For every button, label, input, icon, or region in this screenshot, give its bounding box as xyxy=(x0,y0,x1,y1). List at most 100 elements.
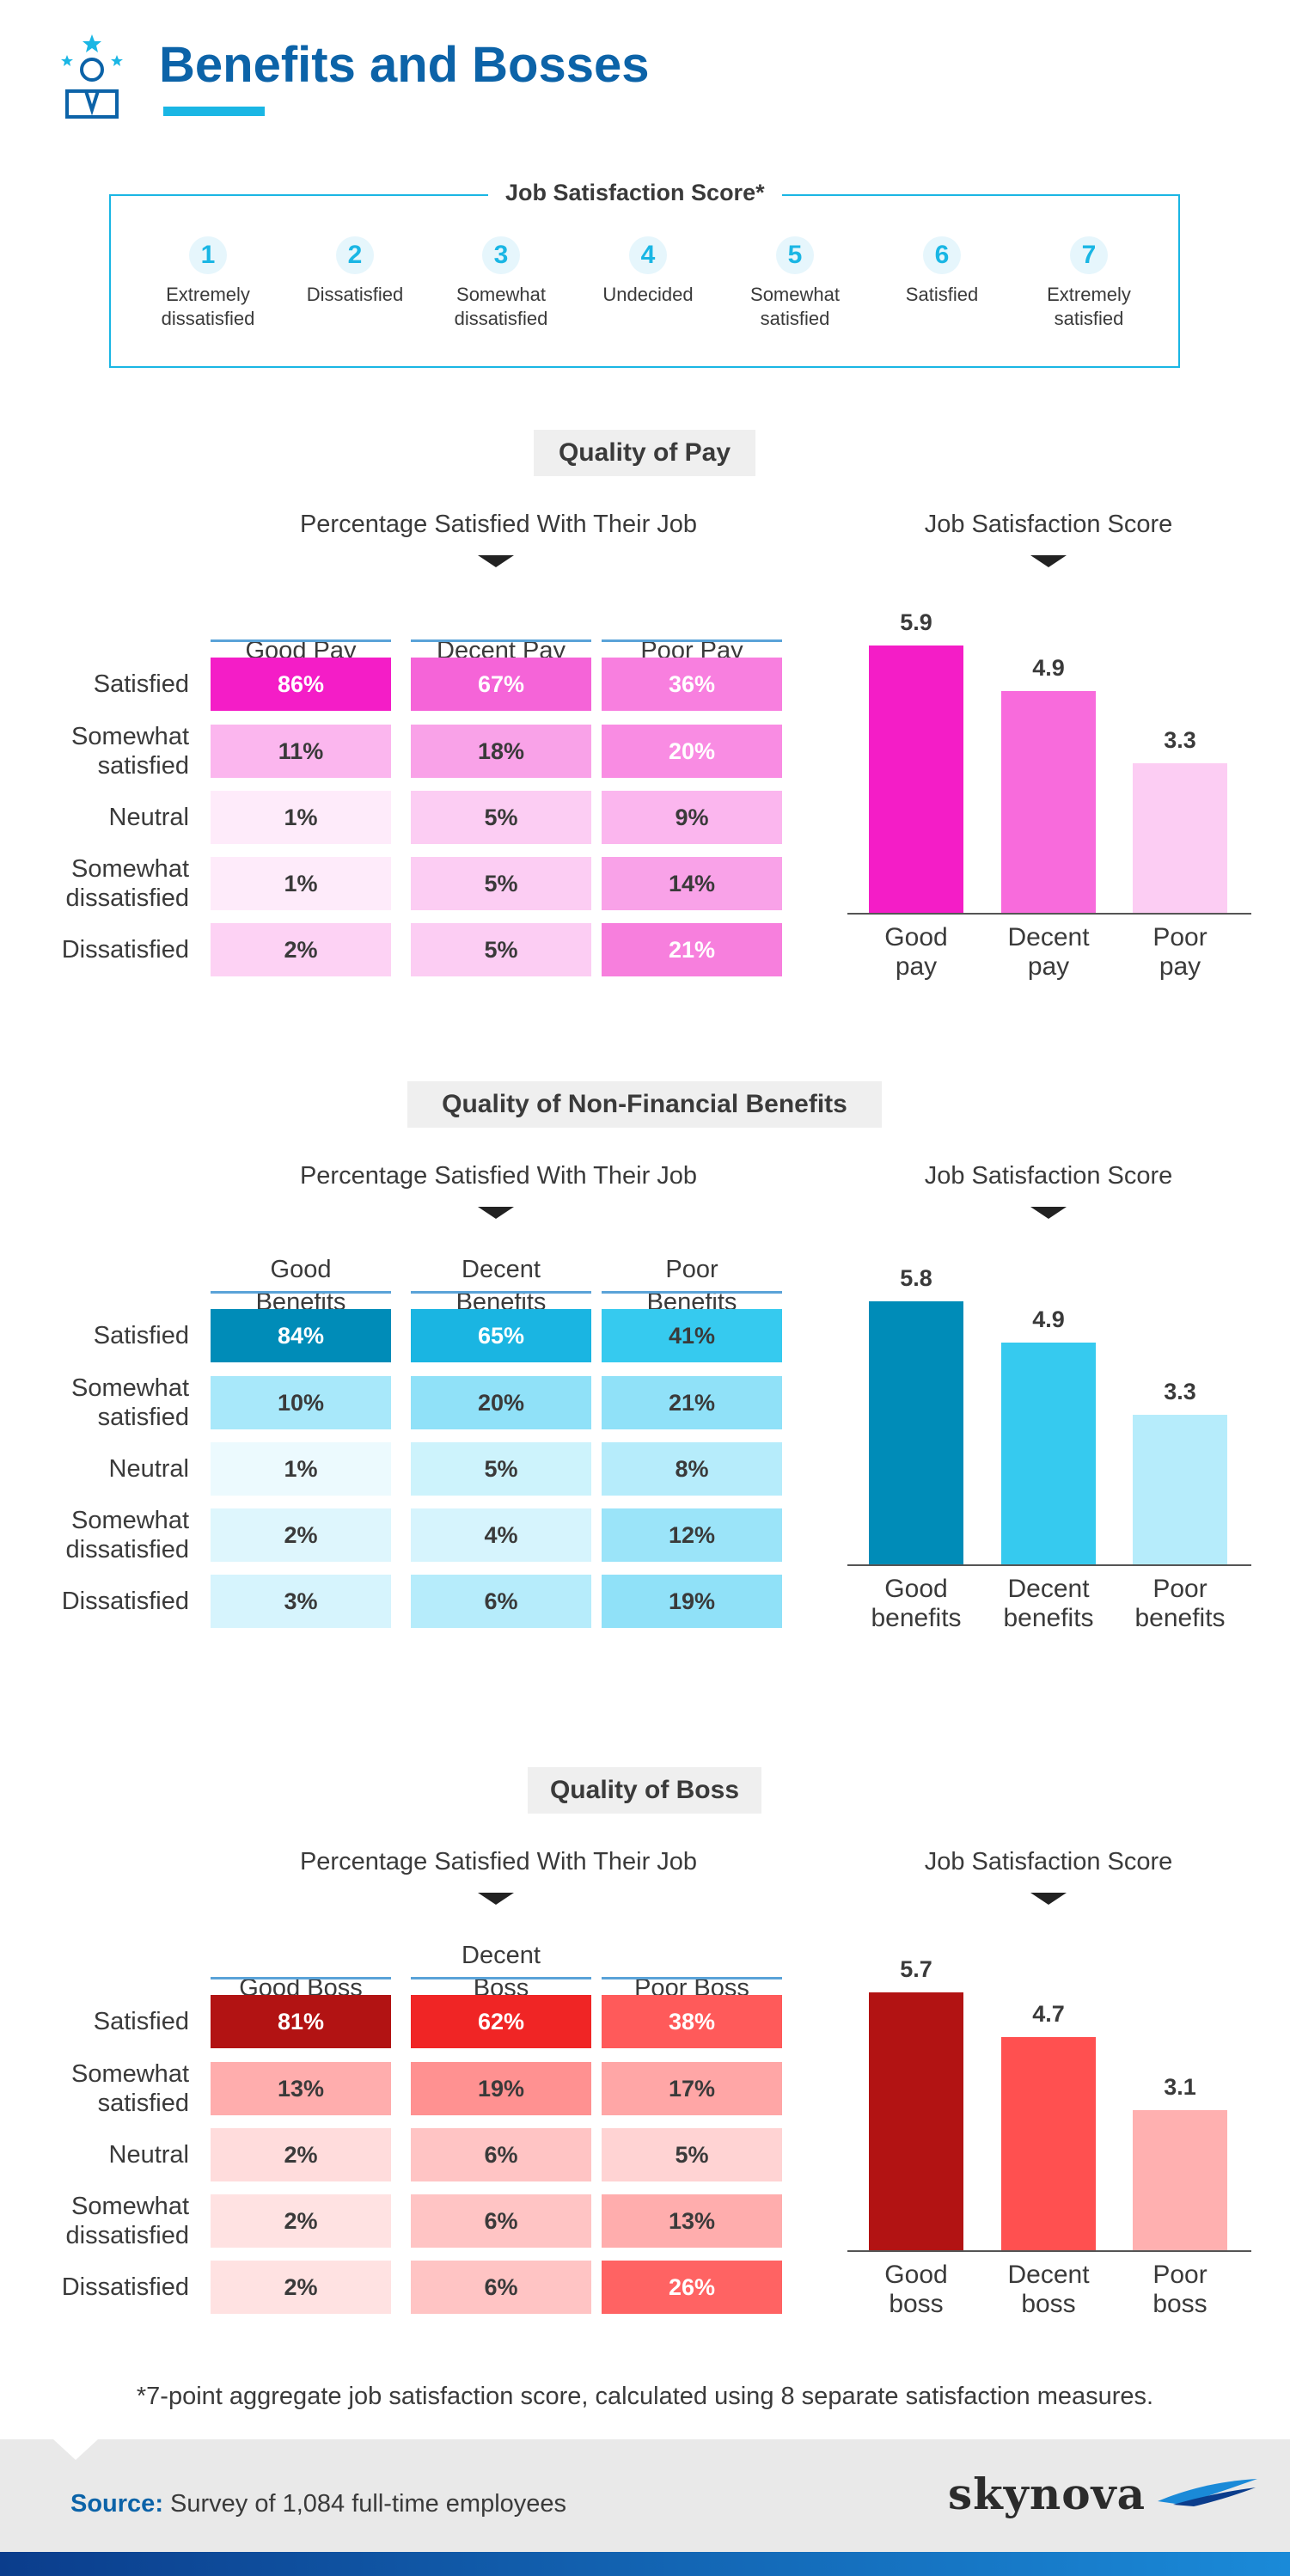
source-line: Source: Survey of 1,084 full-time employ… xyxy=(70,2490,566,2518)
row-label-text: Somewhat satisfied xyxy=(70,1374,189,1431)
bar-category-text: Decent boss xyxy=(1007,2261,1090,2318)
row-label-text: Neutral xyxy=(108,2141,190,2169)
scale-item: 7 Extremely satisfied xyxy=(1016,236,1162,331)
down-arrow-icon xyxy=(1030,555,1067,567)
bar-value-label: 5.7 xyxy=(900,1955,932,1982)
row-label: Satisfied xyxy=(0,1301,189,1370)
table-cell: 5% xyxy=(411,1442,591,1496)
chart-baseline xyxy=(847,2250,1251,2252)
footnote: *7-point aggregate job satisfaction scor… xyxy=(136,2383,1154,2410)
bar-value-label: 5.8 xyxy=(900,1265,932,1292)
table-cell: 67% xyxy=(411,658,591,711)
table-cell: 20% xyxy=(411,1376,591,1429)
bar xyxy=(1001,690,1096,913)
bar-chart-title: Job Satisfaction Score xyxy=(924,511,1173,538)
row-label: Dissatisfied xyxy=(0,2253,189,2322)
row-label: Neutral xyxy=(0,2120,190,2189)
table-cell: 62% xyxy=(411,1995,591,2048)
scale-item: 6 Satisfied xyxy=(869,236,1015,307)
bar-value-label: 4.9 xyxy=(1032,654,1065,681)
table-cell: 21% xyxy=(602,1376,782,1429)
bar-category-text: Decent pay xyxy=(1007,923,1090,981)
down-arrow-icon xyxy=(478,1207,514,1219)
row-label-text: Neutral xyxy=(108,1455,190,1483)
source-text: Survey of 1,084 full-time employees xyxy=(162,2490,567,2518)
bar-category-label: Decent benefits xyxy=(988,1575,1109,1633)
scale-number: 3 xyxy=(482,236,520,274)
bar xyxy=(1001,1342,1096,1564)
row-label: Somewhat satisfied xyxy=(0,1368,189,1437)
scale-label: Extremely dissatisfied xyxy=(161,284,255,329)
bar-category-text: Poor pay xyxy=(1152,923,1207,981)
table-cell: 84% xyxy=(211,1309,391,1362)
title-underline xyxy=(163,107,265,116)
column-underline xyxy=(602,639,782,642)
bar-category-label: Good boss xyxy=(856,2261,976,2319)
table-cell: 26% xyxy=(602,2261,782,2314)
row-label: Somewhat satisfied xyxy=(0,2054,189,2123)
table-cell: 13% xyxy=(211,2062,391,2115)
row-label-text: Satisfied xyxy=(93,1322,189,1349)
table-cell: 14% xyxy=(602,857,782,910)
column-underline xyxy=(602,1291,782,1294)
table-cell: 6% xyxy=(411,2261,591,2314)
bar xyxy=(1001,2037,1096,2250)
bar xyxy=(869,1301,963,1564)
chart-baseline xyxy=(847,913,1251,915)
table-cell: 12% xyxy=(602,1508,782,1562)
row-label-text: Dissatisfied xyxy=(61,936,189,964)
bar-category-label: Decent pay xyxy=(988,923,1109,982)
bar-category-label: Poor boss xyxy=(1120,2261,1240,2319)
bar-category-label: Poor pay xyxy=(1120,923,1240,982)
row-label-text: Dissatisfied xyxy=(61,2273,189,2301)
table-cell: 19% xyxy=(411,2062,591,2115)
bar-category-text: Good benefits xyxy=(871,1575,962,1632)
table-cell: 6% xyxy=(411,1575,591,1628)
bar xyxy=(869,646,963,913)
down-arrow-icon xyxy=(478,1893,514,1905)
down-arrow-icon xyxy=(478,555,514,567)
table-cell: 1% xyxy=(211,1442,391,1496)
bar xyxy=(1133,763,1227,913)
table-cell: 19% xyxy=(602,1575,782,1628)
bar-category-text: Poor benefits xyxy=(1134,1575,1226,1632)
row-label: Neutral xyxy=(0,1435,190,1503)
column-underline xyxy=(211,639,391,642)
scale-item: 1 Extremely dissatisfied xyxy=(135,236,281,331)
section-title: Quality of Pay xyxy=(534,430,755,476)
scale-item: 4 Undecided xyxy=(575,236,721,307)
row-label: Somewhat dissatisfied xyxy=(0,849,189,918)
table-cell: 8% xyxy=(602,1442,782,1496)
table-cell: 2% xyxy=(211,2128,391,2181)
table-title: Percentage Satisfied With Their Job xyxy=(299,1162,698,1190)
bar xyxy=(1133,1415,1227,1564)
row-label-text: Satisfied xyxy=(93,670,189,698)
column-underline xyxy=(411,1977,591,1979)
down-arrow-icon xyxy=(1030,1893,1067,1905)
scale-number: 7 xyxy=(1070,236,1108,274)
row-label-text: Neutral xyxy=(108,804,190,831)
brand-logo: skynova xyxy=(948,2469,1146,2519)
table-cell: 86% xyxy=(211,658,391,711)
column-underline xyxy=(411,639,591,642)
row-label: Satisfied xyxy=(0,650,189,719)
bar-category-text: Decent benefits xyxy=(1003,1575,1094,1632)
table-cell: 5% xyxy=(411,791,591,844)
section-title: Quality of Non-Financial Benefits xyxy=(407,1081,882,1128)
table-cell: 1% xyxy=(211,791,391,844)
row-label-text: Somewhat satisfied xyxy=(70,2060,189,2117)
row-label: Dissatisfied xyxy=(0,915,189,984)
bar-value-label: 4.7 xyxy=(1032,2001,1065,2028)
column-underline xyxy=(602,1977,782,1979)
table-cell: 21% xyxy=(602,923,782,976)
bar-value-label: 3.3 xyxy=(1164,1379,1196,1405)
table-cell: 2% xyxy=(211,2194,391,2248)
scale-number: 6 xyxy=(923,236,961,274)
scale-legend-title: Job Satisfaction Score* xyxy=(488,180,782,206)
table-title: Percentage Satisfied With Their Job xyxy=(299,511,698,538)
scale-item: 5 Somewhat satisfied xyxy=(722,236,868,331)
table-cell: 6% xyxy=(411,2194,591,2248)
scale-label: Extremely satisfied xyxy=(1047,284,1131,329)
bar xyxy=(1133,2109,1227,2250)
section-title: Quality of Boss xyxy=(528,1767,761,1814)
